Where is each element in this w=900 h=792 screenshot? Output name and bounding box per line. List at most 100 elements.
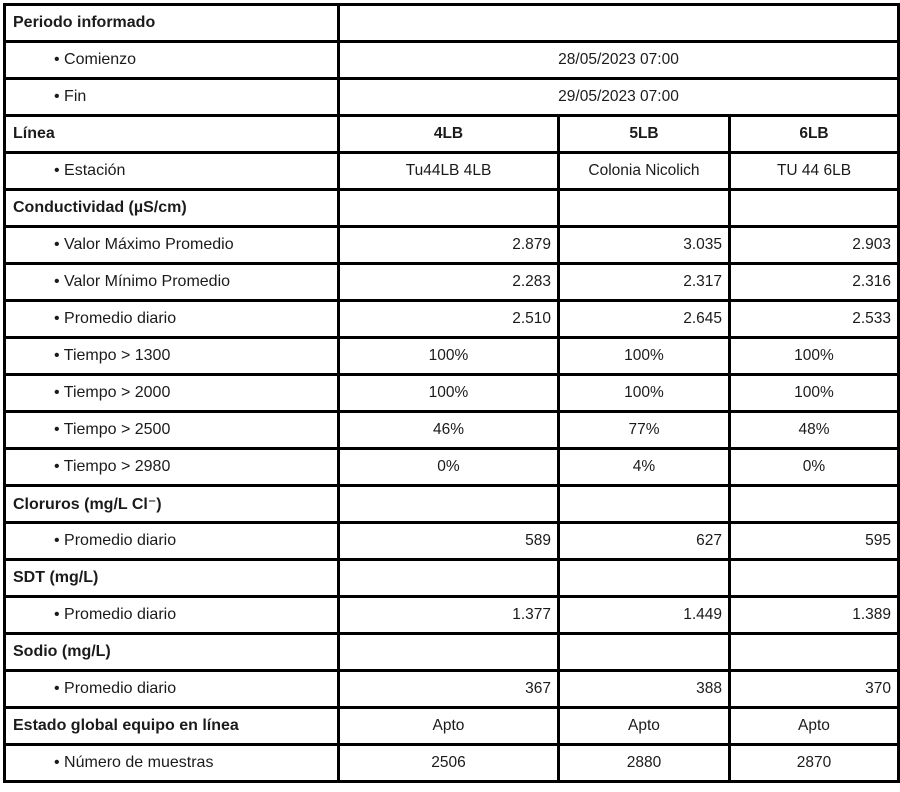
sdt-label: SDT (mg/L) [3,558,340,598]
valor-minimo-5lb: 2.317 [557,262,731,302]
tiempo-1300-6lb: 100% [728,336,900,376]
fin-label: • Fin [3,77,340,117]
estacion-6lb: TU 44 6LB [728,151,900,191]
promedio-sodio-6lb: 370 [728,669,900,709]
estacion-label: • Estación [3,151,340,191]
periodo-informado-label: Periodo informado [3,3,340,43]
tiempo-2000-6lb: 100% [728,373,900,413]
promedio-sdt-5lb: 1.449 [557,595,731,635]
comienzo-label: • Comienzo [3,40,340,80]
row-tiempo-2500: • Tiempo > 2500 46% 77% 48% [3,410,900,450]
promedio-cloruros-label: • Promedio diario [3,521,340,561]
empty-cell [337,188,560,228]
tiempo-1300-label: • Tiempo > 1300 [3,336,340,376]
row-promedio-diario-sodio: • Promedio diario 367 388 370 [3,669,900,709]
valor-minimo-4lb: 2.283 [337,262,560,302]
promedio-cloruros-6lb: 595 [728,521,900,561]
empty-cell [728,632,900,672]
estado-global-4lb-status-badge: Apto [337,706,560,746]
numero-muestras-label: • Número de muestras [3,743,340,783]
row-tiempo-1300: • Tiempo > 1300 100% 100% 100% [3,336,900,376]
row-sdt-section: SDT (mg/L) [3,558,900,598]
tiempo-2980-6lb: 0% [728,447,900,487]
valor-maximo-5lb: 3.035 [557,225,731,265]
row-valor-maximo-promedio: • Valor Máximo Promedio 2.879 3.035 2.90… [3,225,900,265]
valor-maximo-label: • Valor Máximo Promedio [3,225,340,265]
promedio-conductividad-6lb: 2.533 [728,299,900,339]
promedio-sodio-label: • Promedio diario [3,669,340,709]
estacion-5lb: Colonia Nicolich [557,151,731,191]
estado-global-label: Estado global equipo en línea [3,706,340,746]
cloruros-label: Cloruros (mg/L Cl⁻) [3,484,340,524]
comienzo-value: 28/05/2023 07:00 [337,40,900,80]
fin-value: 29/05/2023 07:00 [337,77,900,117]
row-promedio-diario-conductividad: • Promedio diario 2.510 2.645 2.533 [3,299,900,339]
promedio-sdt-4lb: 1.377 [337,595,560,635]
row-tiempo-2000: • Tiempo > 2000 100% 100% 100% [3,373,900,413]
empty-cell [337,484,560,524]
tiempo-2000-5lb: 100% [557,373,731,413]
empty-cell [557,558,731,598]
column-header-4lb: 4LB [337,114,560,154]
valor-maximo-6lb: 2.903 [728,225,900,265]
row-promedio-diario-sdt: • Promedio diario 1.377 1.449 1.389 [3,595,900,635]
numero-muestras-5lb: 2880 [557,743,731,783]
row-conductividad-section: Conductividad (µS/cm) [3,188,900,228]
tiempo-2980-label: • Tiempo > 2980 [3,447,340,487]
periodo-informado-empty-cell [337,3,900,43]
numero-muestras-4lb: 2506 [337,743,560,783]
promedio-sodio-5lb: 388 [557,669,731,709]
column-header-6lb: 6LB [728,114,900,154]
tiempo-2500-6lb: 48% [728,410,900,450]
tiempo-2980-4lb: 0% [337,447,560,487]
row-sodio-section: Sodio (mg/L) [3,632,900,672]
tiempo-1300-4lb: 100% [337,336,560,376]
row-valor-minimo-promedio: • Valor Mínimo Promedio 2.283 2.317 2.31… [3,262,900,302]
conductividad-label: Conductividad (µS/cm) [3,188,340,228]
column-header-5lb: 5LB [557,114,731,154]
row-comienzo: • Comienzo 28/05/2023 07:00 [3,40,900,80]
promedio-cloruros-4lb: 589 [337,521,560,561]
tiempo-2000-label: • Tiempo > 2000 [3,373,340,413]
linea-label: Línea [3,114,340,154]
row-linea-header: Línea 4LB 5LB 6LB [3,114,900,154]
tiempo-2000-4lb: 100% [337,373,560,413]
valor-minimo-6lb: 2.316 [728,262,900,302]
promedio-conductividad-4lb: 2.510 [337,299,560,339]
row-estacion: • Estación Tu44LB 4LB Colonia Nicolich T… [3,151,900,191]
tiempo-2500-label: • Tiempo > 2500 [3,410,340,450]
empty-cell [557,188,731,228]
promedio-sodio-4lb: 367 [337,669,560,709]
promedio-sdt-label: • Promedio diario [3,595,340,635]
row-cloruros-section: Cloruros (mg/L Cl⁻) [3,484,900,524]
row-periodo-informado: Periodo informado [3,3,900,43]
valor-maximo-4lb: 2.879 [337,225,560,265]
numero-muestras-6lb: 2870 [728,743,900,783]
tiempo-2980-5lb: 4% [557,447,731,487]
sodio-label: Sodio (mg/L) [3,632,340,672]
promedio-conductividad-label: • Promedio diario [3,299,340,339]
row-fin: • Fin 29/05/2023 07:00 [3,77,900,117]
empty-cell [728,188,900,228]
row-promedio-diario-cloruros: • Promedio diario 589 627 595 [3,521,900,561]
tiempo-1300-5lb: 100% [557,336,731,376]
tiempo-2500-5lb: 77% [557,410,731,450]
row-tiempo-2980: • Tiempo > 2980 0% 4% 0% [3,447,900,487]
empty-cell [557,632,731,672]
water-quality-report-table: Periodo informado • Comienzo 28/05/2023 … [3,3,900,783]
promedio-conductividad-5lb: 2.645 [557,299,731,339]
empty-cell [557,484,731,524]
valor-minimo-label: • Valor Mínimo Promedio [3,262,340,302]
row-numero-muestras: • Número de muestras 2506 2880 2870 [3,743,900,783]
empty-cell [728,484,900,524]
empty-cell [337,558,560,598]
empty-cell [728,558,900,598]
promedio-cloruros-5lb: 627 [557,521,731,561]
promedio-sdt-6lb: 1.389 [728,595,900,635]
estado-global-5lb-status-badge: Apto [557,706,731,746]
estacion-4lb: Tu44LB 4LB [337,151,560,191]
estado-global-6lb-status-badge: Apto [728,706,900,746]
tiempo-2500-4lb: 46% [337,410,560,450]
empty-cell [337,632,560,672]
